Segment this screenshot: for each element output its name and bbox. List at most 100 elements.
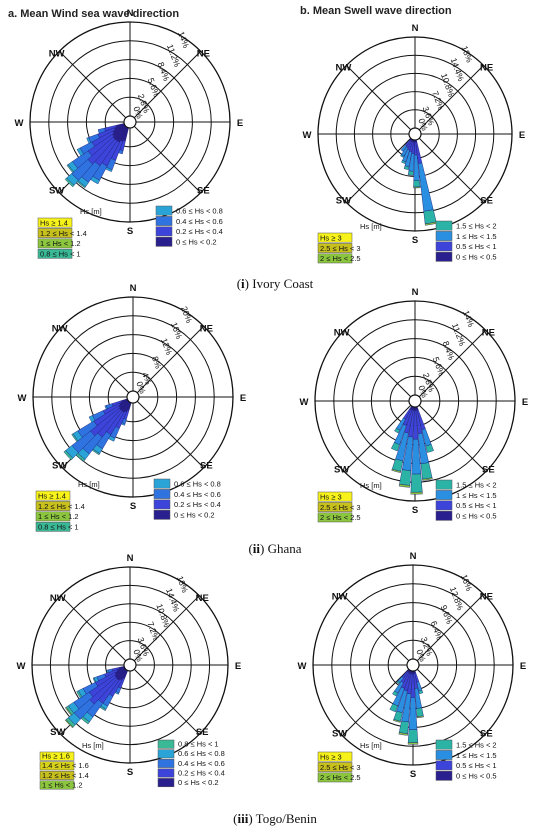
direction-label-sw: SW: [332, 728, 347, 739]
direction-label-w: W: [17, 661, 26, 672]
rose-spoke: [343, 404, 412, 473]
rose-bar-segment: [413, 186, 421, 189]
rose-center: [408, 394, 422, 408]
direction-label-w: W: [300, 397, 309, 408]
direction-label-ne: NE: [480, 592, 493, 603]
legend-label: 2 ≤ Hs < 2.5: [320, 254, 361, 263]
caption-ivory-coast: (i) Ivory Coast: [237, 276, 314, 291]
legend-title: Hs [m]: [82, 741, 104, 750]
rose-bar-segment: [64, 719, 74, 729]
legend-swatch: [37, 228, 73, 238]
rose-bar-segment: [71, 433, 79, 443]
rose-bar-segment: [391, 468, 402, 473]
direction-label-nw: NW: [49, 49, 65, 60]
rose-bar-segment: [389, 703, 399, 713]
legend-label: Hs ≥ 3: [320, 233, 342, 242]
legend-swatch: [39, 761, 75, 771]
legend-label: Hs ≥ 3: [320, 492, 342, 501]
legend-swatch: [435, 241, 453, 252]
rose-spoke: [136, 325, 205, 394]
direction-label-n: N: [412, 287, 419, 298]
legend-label: 0.8 ≤ Hs < 1: [40, 250, 81, 259]
rose-bar-segment: [398, 732, 408, 736]
ring-label: 8%: [150, 355, 164, 370]
direction-label-n: N: [127, 8, 134, 19]
legend-label: 0 ≤ Hs < 0.5: [456, 512, 497, 521]
legend-swatch: [35, 490, 71, 501]
rose-bar: [104, 398, 128, 410]
legend: Hs [m] Hs ≥ 3 2.5 ≤ Hs < 32 ≤ Hs < 2.5 1.5 …: [317, 479, 497, 523]
legend-label: 0.4 ≤ Hs < 0.6: [178, 759, 225, 768]
rose-bar: [389, 670, 412, 713]
legend-swatch: [157, 768, 175, 778]
ring-label: 0%: [131, 105, 145, 120]
legend-label: 1.5 ≤ Hs < 2: [456, 221, 497, 230]
ring-label: 8.4%: [441, 340, 457, 362]
rose-bar-segment: [418, 162, 434, 212]
rose-spoke: [341, 593, 410, 662]
direction-label-sw: SW: [50, 727, 65, 738]
rose-bar-segment: [416, 715, 424, 719]
rose-bar: [76, 667, 126, 699]
legend-title: Hs [m]: [360, 741, 382, 750]
legend-swatch: [155, 226, 173, 237]
direction-label-n: N: [130, 283, 137, 294]
caption-ghana: (ii) Ghana: [248, 541, 301, 556]
rose-bar: [75, 400, 130, 462]
legend-title: Hs [m]: [80, 207, 102, 216]
direction-label-se: SE: [482, 464, 495, 475]
rose-bar: [391, 406, 414, 452]
ring-label: 14%: [176, 30, 191, 50]
rose-bar: [391, 406, 415, 473]
legend-label: 0.6 ≤ Hs < 0.8: [176, 206, 223, 215]
rose-bar-segment: [398, 720, 409, 734]
rose-bar: [394, 405, 413, 434]
rose-bar: [400, 138, 412, 152]
ring-label: 0%: [131, 648, 145, 663]
rose-bar: [71, 399, 129, 443]
legend-label: 1 ≤ Hs < 1.5: [456, 751, 497, 760]
rose-bar-segment: [86, 137, 92, 144]
direction-label-nw: NW: [52, 324, 68, 335]
legend-label: 0.8 ≤ Hs < 1: [178, 740, 219, 749]
legend-swatch: [435, 490, 453, 500]
rose-bar: [414, 670, 424, 695]
legend-swatch: [37, 248, 73, 259]
rose-bar: [80, 669, 127, 725]
rose-bar-segment: [420, 462, 433, 480]
legend-label: 2.5 ≤ Hs < 3: [320, 763, 361, 772]
legend-label: 0.2 ≤ Hs < 0.4: [174, 500, 221, 509]
legend-label: 0.5 ≤ Hs < 1: [456, 501, 497, 510]
ring-label: 7.2%: [430, 90, 446, 112]
ring-label: 5.6%: [146, 77, 162, 99]
title-wind-sea: a. Mean Wind sea wave direction: [8, 8, 179, 20]
legend-label: 1.5 ≤ Hs < 2: [456, 740, 497, 749]
rose-bar: [416, 406, 434, 453]
rose-spoke: [136, 400, 205, 469]
rose-spoke: [418, 137, 484, 203]
legend: Hs [m] Hs ≥ 1.61.4 ≤ Hs < 1.61.2 ≤ Hs < 1…: [39, 740, 225, 790]
legend-label: Hs ≥ 1.4: [40, 218, 68, 227]
direction-label-nw: NW: [334, 328, 350, 339]
direction-label-nw: NW: [335, 62, 351, 73]
ring-label: 5.6%: [431, 356, 447, 378]
direction-label-sw: SW: [336, 196, 351, 207]
rose-bar-segment: [425, 444, 434, 453]
rose-bar: [97, 123, 125, 134]
direction-label-e: E: [237, 118, 243, 129]
legend-swatch: [39, 780, 75, 790]
legend-title: Hs [m]: [360, 222, 382, 231]
legend-swatch: [435, 739, 453, 750]
rose-bar-segment: [76, 690, 83, 699]
legend-label: 0.2 ≤ Hs < 0.4: [178, 768, 225, 777]
direction-label-ne: NE: [482, 328, 495, 339]
ring-label: 0%: [416, 117, 430, 132]
legend-label: 2 ≤ Hs < 2.5: [320, 773, 361, 782]
legend-label: 0.6 ≤ Hs < 0.8: [174, 479, 221, 488]
rose-bar-segment: [64, 706, 73, 716]
direction-label-s: S: [410, 769, 416, 780]
direction-label-n: N: [412, 23, 419, 34]
